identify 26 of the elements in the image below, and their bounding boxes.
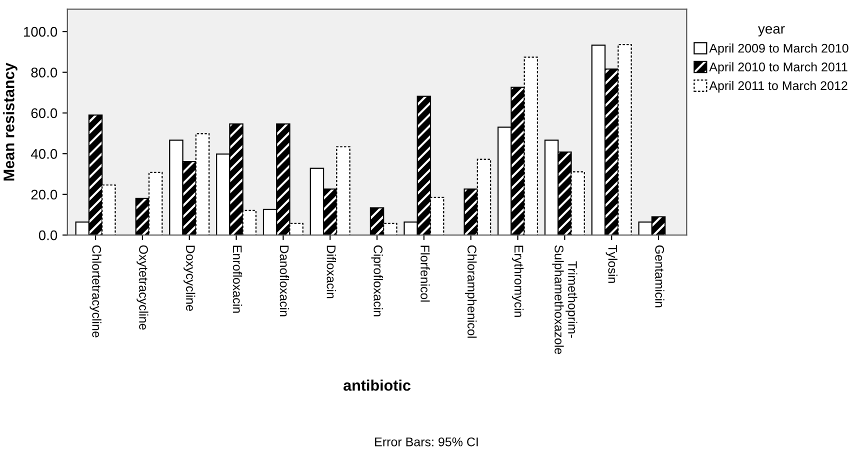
- legend-label: April 2011 to March 2012: [709, 80, 848, 93]
- y-tick-label: 20.0: [31, 190, 58, 200]
- x-tick-label: Florfenicol: [420, 246, 430, 302]
- y-axis-title: Mean resistancy: [3, 62, 18, 181]
- x-tick-label: Tylosin: [606, 245, 618, 283]
- x-tick-label: Doxycycline: [184, 246, 196, 311]
- y-tick-label: 80.0: [31, 68, 58, 78]
- x-tick-label: Gentamicin: [655, 245, 664, 308]
- y-tick-label: 0.0: [38, 230, 58, 240]
- legend-title: year: [758, 26, 785, 36]
- x-tick-label: Oxytetracycline: [136, 245, 148, 330]
- x-tick-label: Chlortetracycline: [90, 245, 102, 338]
- x-tick-label: Ciprofloxacin: [371, 245, 383, 316]
- x-tick-label: Erythromycin: [512, 246, 524, 317]
- legend-label: April 2009 to March 2010: [709, 43, 848, 56]
- x-tick-label: Danofloxacin: [280, 246, 290, 316]
- text: Error Bars: 95% CI: [375, 437, 478, 446]
- x-tick-label: Trimethoprim- Sulphamethoxazole: [552, 245, 578, 354]
- x-tick-label: Enrofloxacin: [232, 246, 242, 313]
- y-tick-label: 100.0: [24, 26, 58, 37]
- y-tick-label: 40.0: [30, 149, 58, 159]
- x-tick-label: Chloramphenicol: [465, 245, 477, 338]
- legend-label: April 2010 to March 2011: [709, 62, 848, 74]
- x-axis-title: antibiotic: [344, 380, 411, 391]
- y-tick-label: 60.0: [31, 108, 58, 118]
- x-tick-label: Difloxacin: [326, 246, 336, 298]
